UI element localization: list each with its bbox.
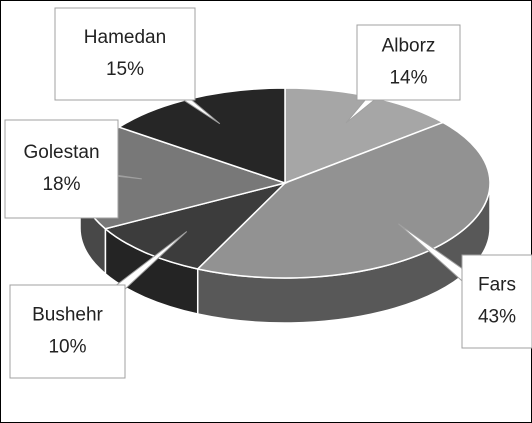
callout-box — [54, 7, 196, 101]
callout-box — [461, 254, 532, 349]
value-label: 43% — [478, 307, 516, 328]
category-label: Alborz — [382, 36, 436, 57]
callout-box — [356, 24, 461, 101]
value-label: 18% — [42, 174, 80, 195]
category-label: Golestan — [23, 142, 99, 163]
category-label: Fars — [478, 275, 516, 296]
value-label: 14% — [389, 68, 427, 89]
value-label: 10% — [48, 337, 86, 358]
callout-box — [9, 284, 126, 379]
callout-box — [4, 119, 119, 219]
labels: Alborz 14% Fars 43% Bushehr 10% Golestan 18% Ham… — [4, 7, 532, 379]
pie-slice — [103, 181, 288, 270]
value-label: 15% — [106, 59, 144, 80]
pie — [79, 87, 491, 324]
category-label: Hamedan — [84, 27, 166, 48]
category-label: Bushehr — [32, 305, 103, 326]
